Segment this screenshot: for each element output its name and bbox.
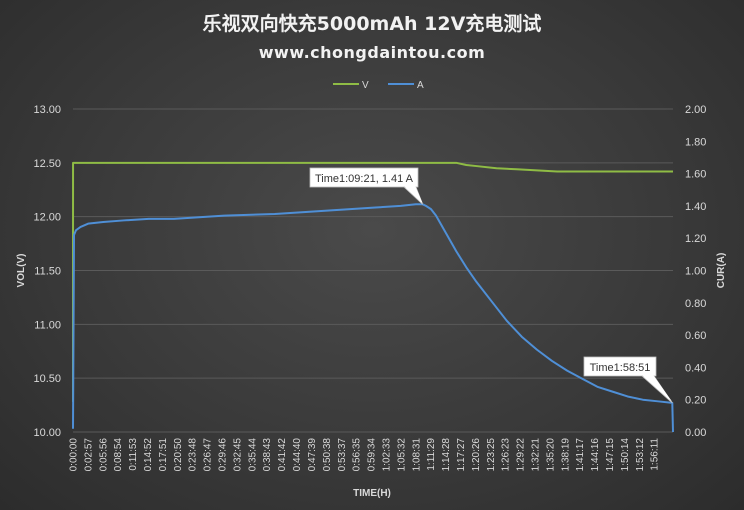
callout-box bbox=[309, 167, 419, 188]
x-tick-label: 0:47:39 bbox=[307, 438, 318, 472]
x-tick-label: 0:20:50 bbox=[173, 438, 184, 472]
x-tick-label: 1:20:26 bbox=[471, 438, 482, 472]
x-tick-label: 0:14:52 bbox=[143, 438, 154, 472]
legend-label-V: V bbox=[362, 80, 369, 91]
annotations: Time1:09:21, 1.41 A Time1:58:51 bbox=[309, 167, 673, 404]
x-tick-label: 1:56:11 bbox=[650, 438, 661, 471]
x-tick-label: 0:11:53 bbox=[128, 438, 139, 471]
x-tick-label: 0:26:47 bbox=[203, 438, 214, 472]
x-tick-label: 0:29:46 bbox=[218, 438, 229, 472]
y-right-tick-label: 1.00 bbox=[685, 266, 706, 278]
y-axis-left: 10.00 10.50 11.00 11.50 12.00 12.50 13.00 bbox=[33, 104, 61, 439]
callout-pointer-fill bbox=[642, 375, 673, 402]
x-tick-label: 0:56:35 bbox=[352, 438, 363, 472]
x-tick-label: 1:44:16 bbox=[590, 438, 601, 472]
x-tick-label: 1:38:19 bbox=[560, 438, 571, 472]
x-tick-label: 0:53:37 bbox=[337, 438, 348, 472]
y-right-tick-label: 0.00 bbox=[685, 427, 706, 439]
y-left-tick-label: 10.50 bbox=[33, 373, 61, 385]
x-tick-label: 1:23:25 bbox=[486, 438, 497, 472]
y-left-tick-label: 11.00 bbox=[34, 319, 61, 331]
callout-pointer-fill bbox=[404, 186, 423, 204]
y-axis-right-title: CUR(A) bbox=[716, 253, 727, 289]
chart-subtitle: www.chongdaintou.com bbox=[259, 43, 486, 62]
y-right-tick-label: 0.40 bbox=[685, 362, 706, 374]
x-tick-label: 0:23:48 bbox=[188, 438, 199, 472]
x-tick-label: 0:44:40 bbox=[292, 438, 303, 472]
x-axis-title: TIME(H) bbox=[353, 488, 391, 499]
x-tick-label: 1:08:31 bbox=[411, 438, 422, 472]
x-tick-label: 1:41:17 bbox=[575, 438, 586, 472]
y-right-tick-label: 2.00 bbox=[685, 104, 706, 116]
y-axis-left-title: VOL(V) bbox=[16, 254, 27, 288]
x-tick-label: 0:08:54 bbox=[113, 438, 124, 472]
x-tick-label: 1:47:15 bbox=[605, 438, 616, 472]
y-axis-right: 0.00 0.20 0.40 0.60 0.80 1.00 1.20 1.40 1.60 1.80… bbox=[685, 104, 706, 439]
x-tick-label: 1:35:20 bbox=[545, 438, 556, 472]
x-tick-label: 1:02:33 bbox=[381, 438, 392, 472]
x-tick-label: 0:17:51 bbox=[158, 438, 169, 472]
x-tick-label: 0:41:42 bbox=[277, 438, 288, 472]
x-tick-label: 1:11:29 bbox=[426, 438, 437, 471]
gridlines bbox=[73, 108, 673, 433]
x-tick-label: 0:38:43 bbox=[262, 438, 273, 472]
callout-label: Time1:58:51 bbox=[590, 362, 651, 374]
y-right-tick-label: 0.60 bbox=[685, 330, 706, 342]
y-left-tick-label: 10.00 bbox=[33, 427, 61, 439]
y-left-tick-label: 13.00 bbox=[33, 104, 61, 116]
x-tick-label: 1:53:12 bbox=[635, 438, 646, 472]
x-axis: 0:00:00 0:02:57 0:05:56 0:08:54 0:11:53 0:14:… bbox=[69, 438, 661, 472]
x-tick-label: 0:00:00 bbox=[69, 438, 80, 472]
y-right-tick-label: 1.80 bbox=[685, 136, 706, 148]
x-tick-label: 1:29:22 bbox=[516, 438, 527, 472]
y-right-tick-label: 1.60 bbox=[685, 169, 706, 181]
series-group bbox=[72, 161, 674, 433]
series-line-V bbox=[72, 161, 673, 402]
y-left-tick-label: 11.50 bbox=[34, 266, 61, 278]
x-tick-label: 1:26:23 bbox=[501, 438, 512, 472]
x-tick-label: 0:35:44 bbox=[247, 438, 258, 472]
callout-label: Time1:09:21, 1.41 A bbox=[315, 173, 414, 185]
x-tick-label: 0:02:57 bbox=[83, 438, 94, 472]
y-left-tick-label: 12.50 bbox=[33, 158, 61, 170]
x-tick-label: 1:32:21 bbox=[530, 438, 541, 472]
x-tick-label: 1:50:14 bbox=[620, 438, 631, 472]
callout: Time1:58:51 bbox=[583, 356, 673, 404]
y-left-tick-label: 12.00 bbox=[33, 212, 61, 224]
callout-pointer bbox=[640, 375, 673, 404]
legend-label-A: A bbox=[417, 80, 424, 91]
callout-box bbox=[583, 356, 657, 377]
callout: Time1:09:21, 1.41 A bbox=[309, 167, 424, 205]
chart-title: 乐视双向快充5000mAh 12V充电测试 bbox=[203, 12, 542, 35]
x-tick-label: 1:05:32 bbox=[396, 438, 407, 472]
x-tick-label: 1:17:27 bbox=[456, 438, 467, 472]
series-line-A bbox=[72, 203, 674, 433]
y-right-tick-label: 0.80 bbox=[685, 298, 706, 310]
y-right-tick-label: 0.20 bbox=[685, 395, 706, 407]
x-tick-label: 0:50:38 bbox=[322, 438, 333, 472]
x-tick-label: 0:05:56 bbox=[98, 438, 109, 472]
x-tick-label: 0:59:34 bbox=[367, 438, 378, 472]
x-tick-label: 0:32:45 bbox=[232, 438, 243, 472]
y-right-tick-label: 1.20 bbox=[685, 233, 706, 245]
x-tick-label: 1:14:28 bbox=[441, 438, 452, 472]
y-right-tick-label: 1.40 bbox=[685, 201, 706, 213]
